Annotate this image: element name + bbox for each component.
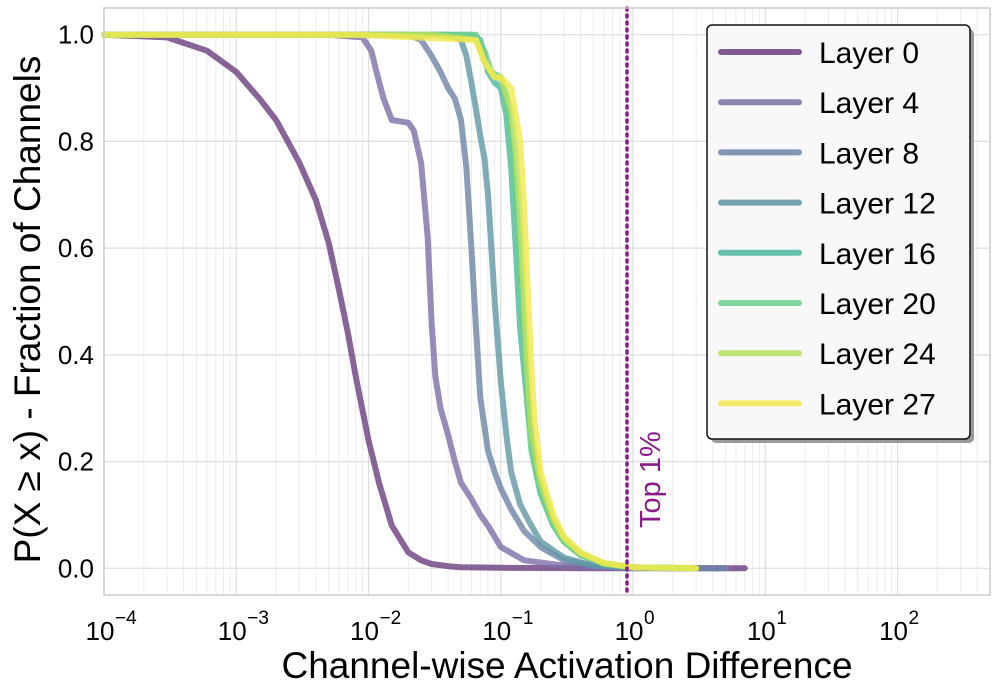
series-lines [101, 31, 748, 572]
x-tick-exponent: 2 [909, 608, 920, 629]
x-tick-label: 10 −3 [218, 608, 269, 646]
x-tick-base: 10 [350, 616, 379, 646]
x-axis-ticks: 10 −4 10 −3 10 −2 10 −1 10 0 10 1 10 2 [86, 608, 920, 646]
x-tick-base: 10 [218, 616, 247, 646]
top-1-percent-annotation: Top 1% [625, 6, 667, 597]
y-tick-label: 0.2 [58, 447, 94, 477]
x-tick-exponent: −3 [247, 608, 269, 629]
x-tick-label: 10 −4 [86, 608, 138, 646]
x-tick-label: 10 2 [879, 608, 919, 646]
series-line-layer-12 [101, 31, 700, 572]
legend-item: Layer 24 [718, 338, 936, 371]
legend-label: Layer 24 [819, 338, 936, 371]
x-tick-label: 10 1 [747, 608, 787, 646]
x-tick-exponent: −1 [512, 608, 534, 629]
x-tick-exponent: −4 [115, 608, 137, 629]
y-axis-ticks: 0.0 0.2 0.4 0.6 0.8 1.0 [58, 20, 94, 584]
y-tick-label: 0.4 [58, 340, 94, 370]
legend-label: Layer 12 [819, 188, 936, 221]
x-tick-exponent: 1 [776, 608, 787, 629]
series-line-layer-8 [101, 31, 729, 572]
legend: Layer 0 Layer 4 Layer 8 Layer 12 Layer 16 Lay… [706, 24, 974, 443]
x-tick-base: 10 [879, 616, 908, 646]
legend-box [706, 24, 971, 440]
legend-label: Layer 8 [819, 137, 919, 170]
legend-item: Layer 20 [718, 288, 936, 321]
legend-item: Layer 12 [718, 188, 936, 221]
x-tick-base: 10 [747, 616, 776, 646]
legend-label: Layer 0 [819, 37, 919, 70]
series-line-layer-4 [101, 31, 729, 572]
legend-label: Layer 16 [819, 238, 936, 271]
x-axis-label: Channel-wise Activation Difference [281, 645, 852, 686]
legend-label: Layer 4 [819, 87, 919, 120]
x-tick-exponent: −2 [380, 608, 402, 629]
plot-frame [103, 7, 991, 596]
minor-gridlines [143, 8, 991, 595]
series-line-layer-27 [101, 31, 700, 572]
series-line-layer-0 [101, 31, 748, 572]
top-1-percent-label: Top 1% [635, 431, 667, 528]
y-tick-label: 0.0 [58, 553, 94, 583]
y-tick-label: 0.6 [58, 233, 94, 263]
legend-label: Layer 27 [819, 388, 936, 421]
y-tick-label: 1.0 [58, 20, 94, 50]
y-tick-label: 0.8 [58, 126, 94, 156]
x-tick-label: 10 0 [615, 608, 655, 646]
x-tick-base: 10 [482, 616, 511, 646]
x-tick-base: 10 [615, 616, 644, 646]
legend-item: Layer 8 [718, 137, 919, 170]
y-axis-label: P(X ≥ x) - Fraction of Channels [7, 56, 48, 564]
x-tick-label: 10 −2 [350, 608, 401, 646]
legend-item: Layer 27 [718, 388, 936, 421]
legend-item: Layer 16 [718, 238, 936, 271]
x-tick-label: 10 −1 [482, 608, 533, 646]
legend-item: Layer 4 [718, 87, 919, 120]
legend-item: Layer 0 [718, 37, 919, 70]
x-tick-exponent: 0 [644, 608, 655, 629]
legend-label: Layer 20 [819, 288, 936, 321]
x-tick-base: 10 [86, 616, 115, 646]
